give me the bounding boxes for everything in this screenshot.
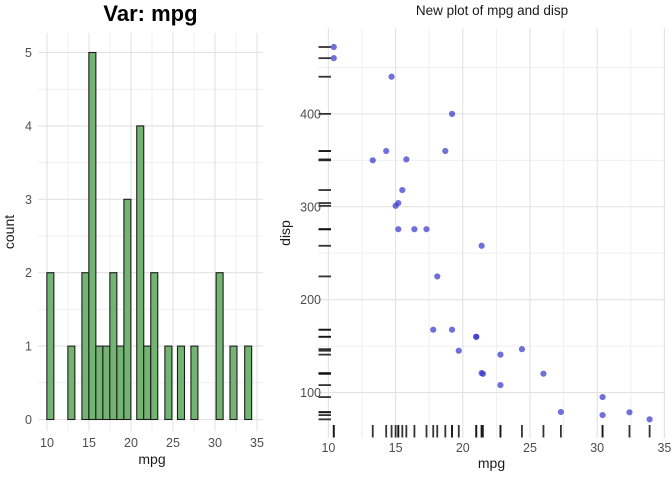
scatter-point	[557, 408, 565, 416]
scatter-point	[383, 147, 390, 155]
scatter-y-tick-label: 300	[300, 200, 321, 214]
scatter-point	[599, 393, 606, 401]
histogram-bar	[67, 345, 76, 421]
scatter-y-axis-title: disp	[277, 220, 293, 246]
histogram-bar	[95, 345, 104, 421]
scatter-point	[518, 346, 526, 353]
hist-y-tick-label: 4	[25, 119, 32, 133]
histogram-bar	[116, 345, 125, 421]
hist-x-tick-label: 15	[82, 436, 96, 450]
scatter-point	[646, 416, 653, 423]
histogram-bar	[215, 272, 224, 421]
histogram-bar	[109, 272, 118, 421]
scatter-point	[497, 351, 504, 358]
histogram-bar	[244, 345, 253, 421]
hist-y-tick-label: 5	[25, 46, 32, 60]
scatter-title: New plot of mpg and disp	[415, 3, 569, 18]
histogram-bar	[190, 345, 199, 421]
scatter-y-tick-label: 200	[300, 293, 321, 307]
scatter-x-tick-label: 20	[456, 441, 470, 455]
histogram-bar	[102, 345, 111, 421]
scatter-x-tick-label: 10	[321, 441, 335, 455]
scatter-point	[411, 226, 418, 233]
histogram-bar	[136, 125, 145, 421]
scatter-point	[395, 226, 402, 233]
hist-x-tick-label: 35	[250, 436, 264, 450]
histogram-bar	[88, 51, 97, 421]
scatter-point	[478, 242, 485, 249]
scatter-point	[330, 55, 337, 62]
scatter-point	[478, 369, 485, 377]
hist-x-tick-label: 25	[166, 436, 180, 450]
hist-y-axis-title: count	[1, 215, 17, 249]
hist-x-tick-label: 20	[124, 436, 138, 450]
scatter-point	[330, 43, 337, 51]
scatter-point	[497, 381, 504, 389]
scatter-point	[626, 409, 633, 416]
histogram-bar	[123, 198, 132, 421]
histogram-bar	[81, 272, 90, 421]
scatter-point	[430, 326, 437, 333]
scatter-x-tick-label: 25	[523, 441, 537, 455]
scatter-y-tick-label: 100	[300, 386, 321, 400]
hist-y-tick-label: 0	[25, 413, 32, 427]
scatter-point	[434, 273, 441, 280]
histogram-title: Var: mpg	[103, 1, 198, 26]
scatter-point	[403, 156, 410, 163]
scatter-point	[423, 226, 430, 233]
scatter-point	[448, 110, 456, 117]
scatter-point	[540, 370, 547, 377]
histogram-bar	[229, 345, 238, 421]
histogram-bar	[46, 272, 55, 421]
scatter-point	[388, 73, 395, 80]
histogram-bar	[176, 345, 186, 421]
scatter-point	[369, 157, 376, 164]
histogram-bar	[164, 345, 173, 421]
hist-x-tick-label: 10	[40, 436, 54, 450]
scatter-x-tick-label: 30	[590, 441, 604, 455]
scatter-x-tick-label: 15	[389, 441, 403, 455]
scatter-y-tick-label: 400	[300, 107, 321, 121]
hist-y-tick-label: 2	[25, 266, 32, 280]
histogram-bar	[143, 345, 152, 421]
scatter-point	[399, 186, 406, 194]
hist-x-axis-title: mpg	[138, 451, 165, 467]
scatter-point	[473, 333, 480, 340]
scatter-x-tick-label: 35	[657, 441, 671, 455]
hist-y-tick-label: 3	[25, 193, 32, 207]
histogram-bar	[150, 272, 159, 421]
scatter-point	[455, 347, 462, 354]
scatter-point	[448, 326, 456, 333]
scatter-x-axis-title: mpg	[478, 455, 505, 471]
hist-x-tick-label: 30	[208, 436, 222, 450]
scatter-point	[442, 147, 449, 155]
scatter-point	[599, 411, 606, 419]
hist-y-tick-label: 1	[25, 340, 32, 354]
scatter-point	[392, 202, 399, 209]
